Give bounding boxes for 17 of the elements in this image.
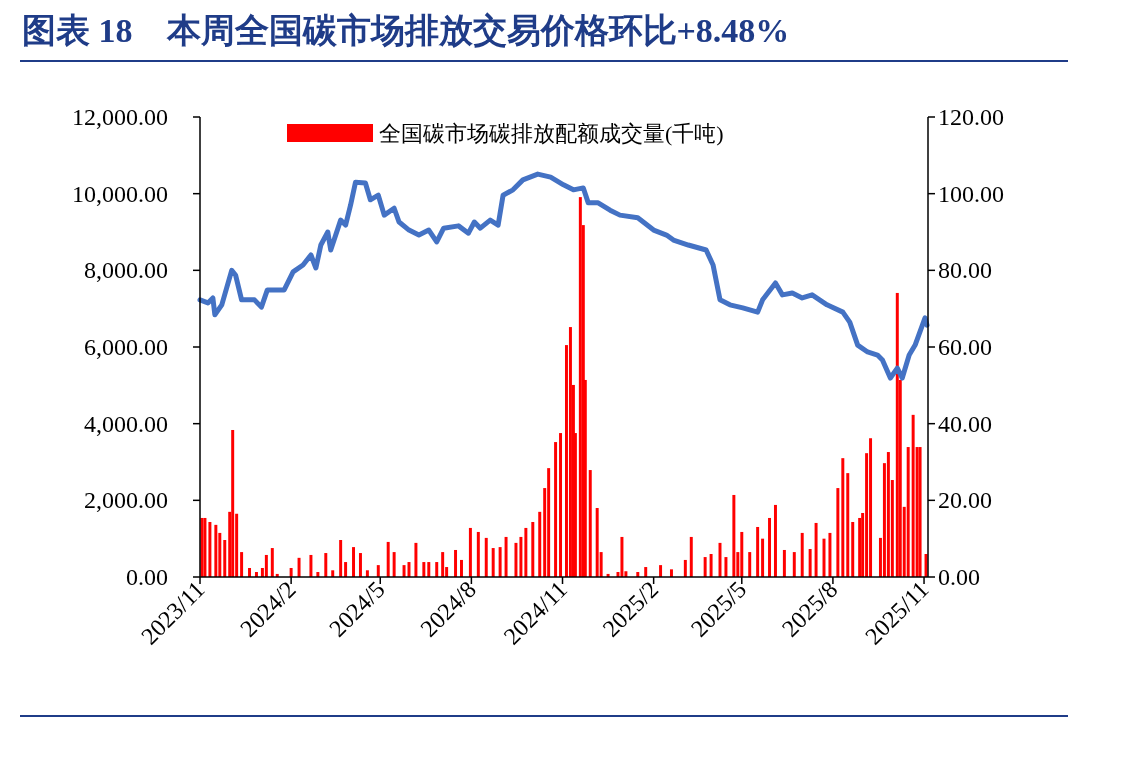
y-tick-label: 6,000.00 <box>84 334 168 360</box>
title: 图表 18 本周全国碳市场排放交易价格环比+8.48% <box>22 12 790 49</box>
legend: 全国碳市场碳排放配额成交量(千吨) <box>287 121 724 146</box>
y-tick-label: 2,000.00 <box>84 487 168 514</box>
y-tick-label: 10,000.00 <box>72 180 168 207</box>
y2-tick-label: 80.00 <box>938 257 992 284</box>
y-tick-label: 8,000.00 <box>84 257 168 284</box>
y-tick-label: 12,000.00 <box>72 104 168 130</box>
y2-tick-label: 100.00 <box>938 180 1004 207</box>
y2-tick-label: 60.00 <box>938 334 992 360</box>
legend-label: 全国碳市场碳排放配额成交量(千吨) <box>379 121 724 146</box>
y2-tick-label: 120.00 <box>938 104 1004 130</box>
y-tick-label: 0.00 <box>126 564 168 590</box>
y2-tick-label: 20.00 <box>938 487 992 514</box>
y2-tick-label: 0.00 <box>938 564 980 590</box>
y2-tick-label: 40.00 <box>938 410 992 437</box>
y-tick-label: 4,000.00 <box>84 410 168 437</box>
